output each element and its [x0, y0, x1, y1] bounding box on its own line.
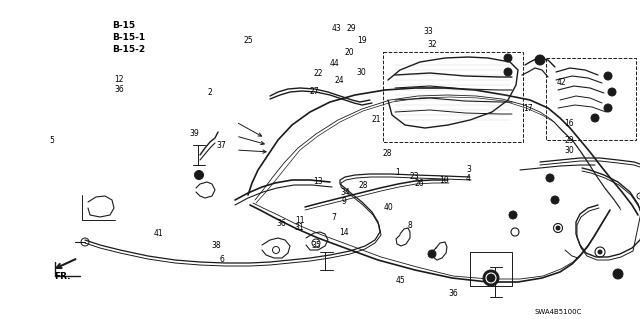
Text: 16: 16: [564, 119, 574, 128]
Text: 21: 21: [371, 115, 381, 124]
Text: 19: 19: [357, 36, 367, 45]
Text: 30: 30: [564, 146, 574, 155]
Text: 14: 14: [339, 228, 349, 237]
Text: 34: 34: [340, 188, 350, 197]
Text: 23: 23: [410, 172, 419, 181]
Text: 31: 31: [294, 223, 304, 232]
Circle shape: [195, 170, 204, 180]
Text: 29: 29: [564, 136, 574, 145]
Text: 39: 39: [189, 129, 199, 138]
Text: 6: 6: [220, 255, 225, 263]
Text: 2: 2: [208, 88, 212, 97]
Circle shape: [483, 270, 499, 286]
Text: FR.: FR.: [54, 272, 71, 281]
Text: 17: 17: [524, 104, 533, 113]
Text: 24: 24: [334, 76, 344, 85]
Bar: [383, 52, 523, 142]
Bar: [470, 252, 512, 286]
Text: 41: 41: [154, 229, 163, 238]
Circle shape: [504, 68, 512, 76]
Text: 22: 22: [314, 69, 323, 78]
Bar: [546, 58, 636, 140]
Text: B-15-1: B-15-1: [112, 33, 145, 42]
Text: 43: 43: [332, 24, 341, 33]
Text: 8: 8: [407, 221, 412, 230]
Text: 36: 36: [114, 85, 124, 94]
Circle shape: [556, 226, 560, 230]
Text: 13: 13: [314, 177, 323, 186]
Text: B-15: B-15: [112, 21, 135, 30]
Circle shape: [613, 269, 623, 279]
Circle shape: [509, 211, 517, 219]
Text: 20: 20: [344, 48, 354, 57]
Text: 25: 25: [243, 36, 253, 45]
Text: 37: 37: [216, 141, 226, 150]
Circle shape: [535, 55, 545, 65]
Text: 1: 1: [396, 168, 400, 177]
Circle shape: [604, 72, 612, 80]
Text: 36: 36: [276, 219, 286, 228]
Text: SWA4B5100C: SWA4B5100C: [534, 309, 582, 315]
Circle shape: [504, 54, 512, 62]
Text: 40: 40: [384, 204, 394, 212]
Text: 28: 28: [383, 149, 392, 158]
Circle shape: [604, 104, 612, 112]
Circle shape: [591, 114, 599, 122]
Text: 7: 7: [332, 213, 337, 222]
Text: 5: 5: [49, 137, 54, 145]
Text: 44: 44: [330, 59, 339, 68]
Text: 45: 45: [396, 276, 405, 285]
Text: 27: 27: [310, 87, 319, 96]
Text: 3: 3: [466, 165, 471, 174]
Circle shape: [551, 196, 559, 204]
Text: 30: 30: [356, 68, 366, 77]
Text: 29: 29: [347, 24, 356, 33]
Text: 9: 9: [342, 197, 347, 206]
Text: 26: 26: [414, 179, 424, 188]
Circle shape: [546, 174, 554, 182]
Text: 12: 12: [114, 75, 124, 84]
Text: 38: 38: [211, 241, 221, 250]
Text: 35: 35: [311, 241, 321, 250]
Text: 28: 28: [358, 181, 368, 189]
Circle shape: [598, 250, 602, 254]
Text: 10: 10: [440, 176, 449, 185]
Text: 42: 42: [557, 78, 566, 87]
Text: 33: 33: [424, 27, 433, 36]
Text: 32: 32: [428, 40, 437, 48]
Circle shape: [428, 250, 436, 258]
Text: 11: 11: [296, 216, 305, 225]
Text: 4: 4: [466, 174, 471, 182]
Text: 36: 36: [448, 289, 458, 298]
Circle shape: [608, 88, 616, 96]
Text: B-15-2: B-15-2: [112, 45, 145, 54]
